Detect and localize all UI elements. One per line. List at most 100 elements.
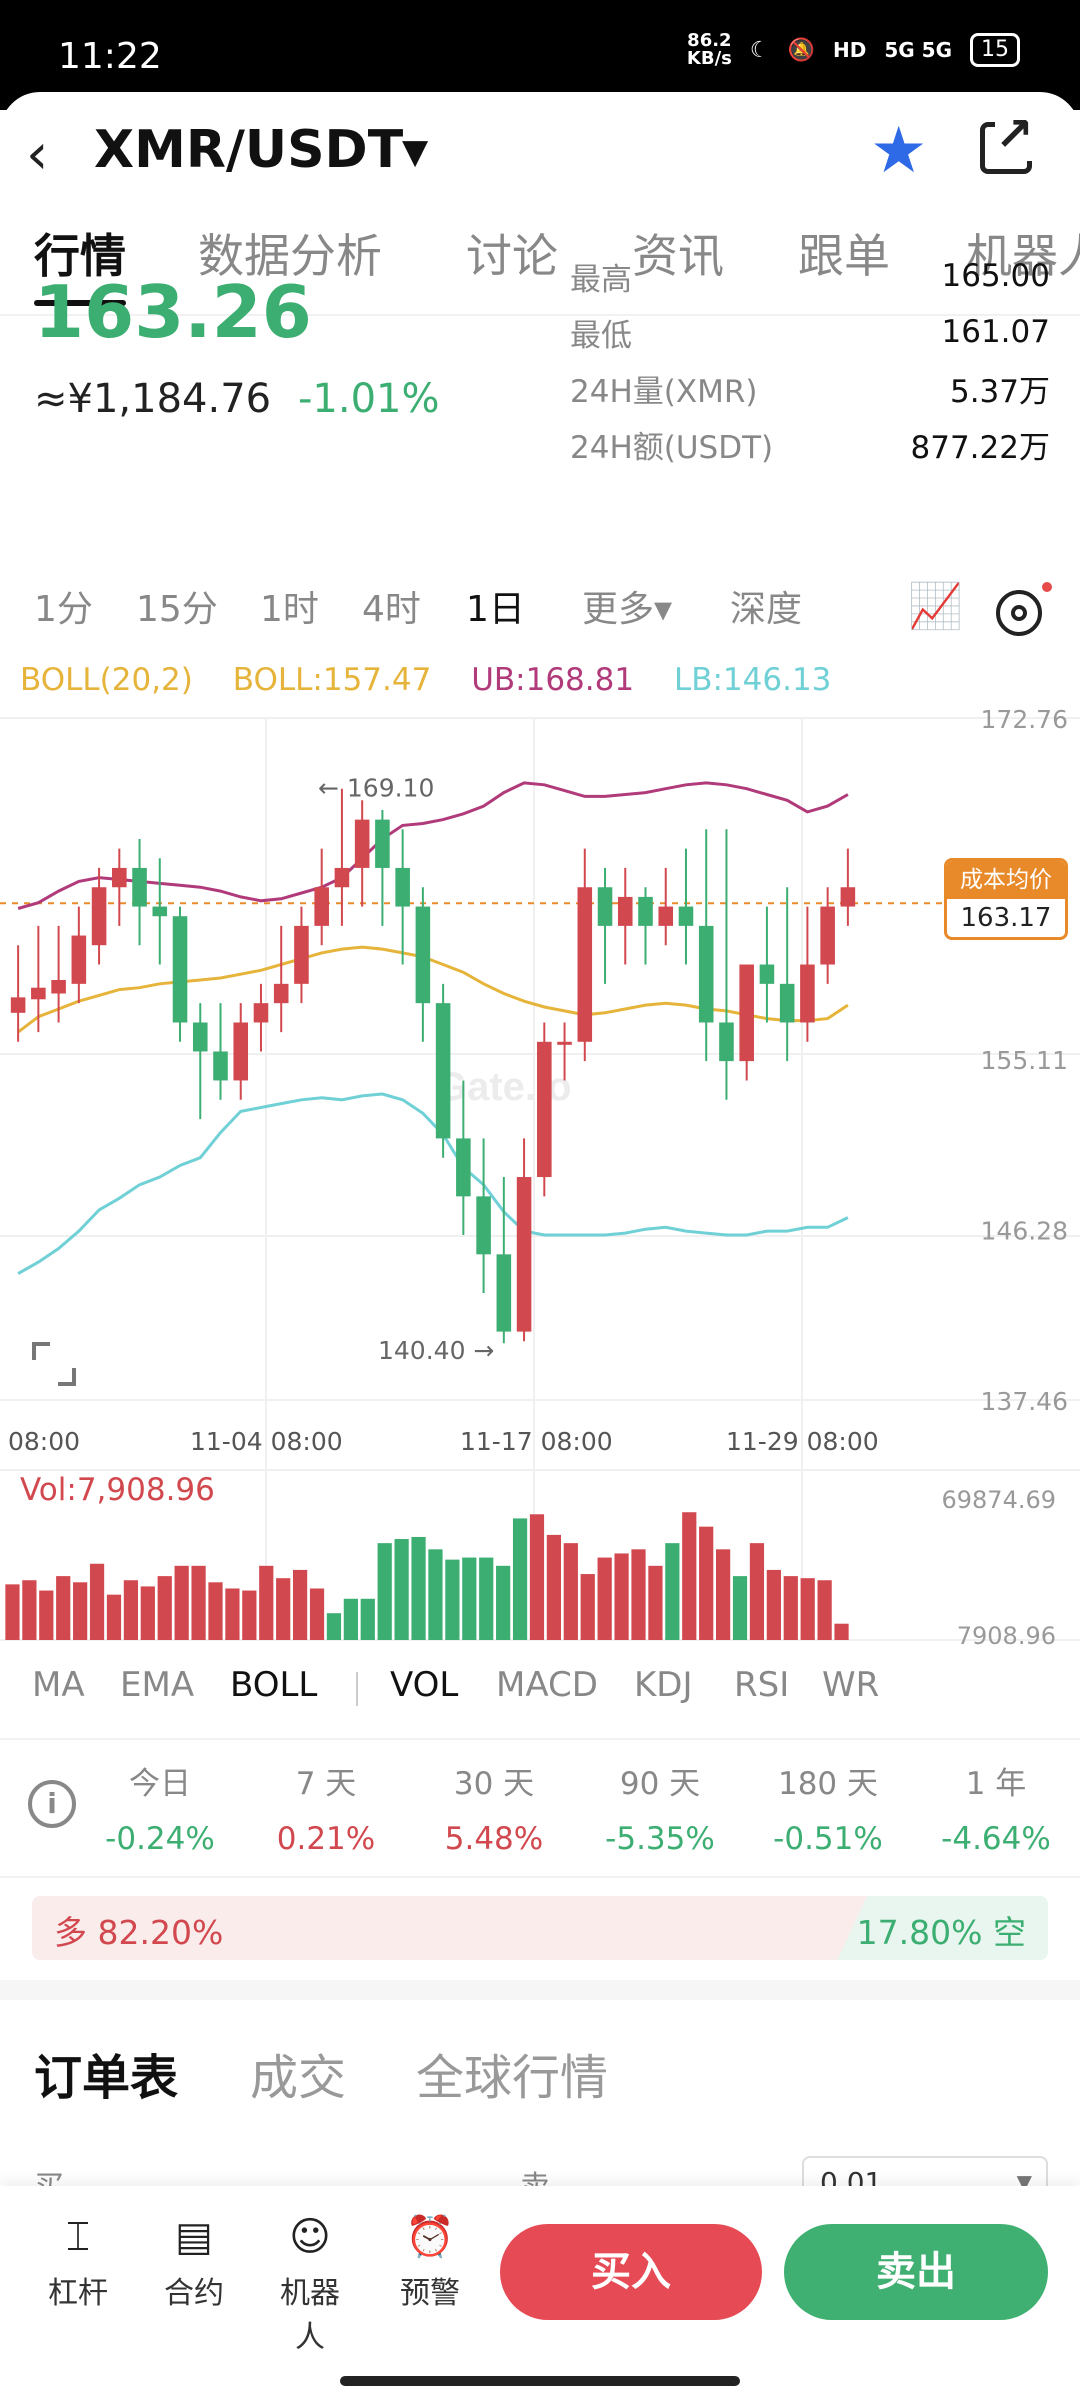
- tab-robot[interactable]: 机器人: [966, 229, 1080, 283]
- tab-news[interactable]: 资讯: [632, 229, 724, 283]
- interval-15m[interactable]: 15分: [136, 589, 218, 630]
- volume-bar-down: [343, 1598, 358, 1640]
- candle-down: [698, 925, 714, 1023]
- indicator-kdj[interactable]: KDJ: [634, 1665, 693, 1705]
- info-icon[interactable]: i: [28, 1780, 76, 1828]
- contract-icon: ▤: [175, 2214, 213, 2260]
- indicator-boll[interactable]: BOLL: [230, 1665, 318, 1705]
- sell-button[interactable]: 卖出: [784, 2224, 1048, 2320]
- tab-global-market[interactable]: 全球行情: [416, 2050, 609, 2106]
- high-annotation: ← 169.10: [318, 774, 434, 803]
- pair-dropdown-icon[interactable]: ▼: [402, 132, 429, 172]
- candle-up: [658, 906, 674, 926]
- candle-down: [172, 916, 188, 1023]
- candle-up: [314, 887, 329, 926]
- volume-bar-down: [411, 1536, 426, 1640]
- interval-more[interactable]: 更多▾: [582, 589, 673, 630]
- candle-up: [71, 935, 87, 984]
- cost-average-value: 163.17: [960, 903, 1052, 933]
- volume-bar-down: [445, 1559, 460, 1640]
- indicator-ma[interactable]: MA: [32, 1665, 85, 1705]
- back-arrow-icon[interactable]: ‹: [26, 122, 49, 187]
- bottom-action-bar: ⌶ 杠杆 ▤ 合约 ☺ 机器人 ⏰ 预警 买入 卖出: [0, 2186, 1080, 2400]
- nav-leverage[interactable]: ⌶ 杠杆: [38, 2212, 118, 2312]
- status-time: 11:22: [58, 36, 162, 77]
- volume-bar-up: [614, 1553, 629, 1640]
- y-tick-label: 137.46: [981, 1387, 1068, 1416]
- tab-order-book[interactable]: 订单表: [34, 2050, 179, 2106]
- interval-1d[interactable]: 1日: [466, 589, 525, 630]
- volume-min-label: 7908.96: [957, 1622, 1056, 1650]
- volume-bar-down: [394, 1539, 409, 1640]
- performance-row: i 今日 -0.24% 7 天 0.21% 30 天 5.48% 90 天 -5.35%…: [0, 1738, 1080, 1878]
- boll-param: BOLL(20,2): [20, 662, 193, 698]
- candle-down: [496, 1254, 512, 1332]
- hd-icon: HD: [833, 38, 867, 62]
- tab-discussion[interactable]: 讨论: [466, 229, 558, 283]
- candle-up: [253, 1003, 269, 1023]
- indicator-ema[interactable]: EMA: [120, 1665, 195, 1705]
- volume-bar-up: [73, 1582, 88, 1640]
- tab-trades[interactable]: 成交: [250, 2050, 347, 2106]
- volume-bar-up: [106, 1594, 122, 1640]
- interval-4h[interactable]: 4时: [362, 589, 421, 630]
- last-price: 163.26: [34, 270, 312, 354]
- candle-up: [334, 867, 350, 888]
- depth-tab[interactable]: 深度: [730, 589, 803, 630]
- volume-bar-up: [749, 1543, 765, 1640]
- volume-bar-up: [89, 1563, 105, 1640]
- tab-copy-trading[interactable]: 跟单: [798, 229, 890, 283]
- candle-up: [91, 887, 107, 946]
- tab-data-analysis[interactable]: 数据分析: [198, 229, 382, 283]
- indicator-vol[interactable]: VOL: [390, 1665, 459, 1705]
- x-tick-label: 11-04 08:00: [190, 1427, 343, 1456]
- leverage-icon: ⌶: [66, 2214, 90, 2260]
- indicator-wr[interactable]: WR: [822, 1665, 880, 1705]
- interval-1h[interactable]: 1时: [260, 589, 319, 630]
- indicator-macd[interactable]: MACD: [496, 1665, 598, 1705]
- nav-contract[interactable]: ▤ 合约: [154, 2212, 234, 2312]
- alarm-icon: ⏰: [405, 2214, 455, 2260]
- boll-ub-value: UB:168.81: [471, 662, 635, 698]
- candle-up: [577, 887, 593, 1042]
- volume-bar-down: [732, 1576, 748, 1640]
- mute-bell-icon: 🔕: [787, 37, 816, 63]
- volume-bar-up: [22, 1580, 37, 1640]
- candle-down: [719, 1022, 734, 1062]
- interval-1m[interactable]: 1分: [34, 589, 93, 630]
- perf-7d: 7 天 0.21%: [276, 1766, 376, 1857]
- perf-30d: 30 天 5.48%: [444, 1766, 544, 1857]
- home-indicator[interactable]: [340, 2376, 740, 2386]
- perf-90d: 90 天 -5.35%: [605, 1766, 715, 1857]
- tab-market[interactable]: 行情: [34, 220, 126, 306]
- pair-title[interactable]: XMR/USDT: [94, 120, 404, 180]
- share-icon[interactable]: [980, 107, 1034, 174]
- volume-bar-up: [682, 1512, 697, 1640]
- volume-bar-down: [496, 1565, 511, 1640]
- volume-bar-up: [56, 1576, 71, 1640]
- indicator-chart-icon[interactable]: 📈: [908, 581, 963, 632]
- y-tick-label: 146.28: [981, 1217, 1068, 1246]
- candle-down: [476, 1196, 491, 1255]
- order-tabs: 订单表 成交 全球行情: [0, 2038, 1080, 2118]
- indicator-divider: [356, 1672, 358, 1706]
- candle-down: [678, 906, 694, 926]
- volume-bar-up: [140, 1586, 155, 1640]
- favorite-star-icon[interactable]: ★: [870, 114, 928, 188]
- volume-bar-down: [462, 1557, 477, 1640]
- indicator-rsi[interactable]: RSI: [734, 1665, 790, 1705]
- buy-button[interactable]: 买入: [500, 2224, 762, 2320]
- volume-bar-up: [834, 1623, 849, 1640]
- stat-low: 最低 161.07: [570, 314, 1050, 354]
- volume-bar-up: [225, 1588, 240, 1640]
- nav-robot[interactable]: ☺ 机器人: [270, 2212, 350, 2356]
- fullscreen-icon[interactable]: [32, 1342, 76, 1386]
- chart-settings-icon[interactable]: [996, 590, 1042, 636]
- volume-bar-up: [546, 1534, 562, 1640]
- candle-up: [31, 987, 46, 1000]
- nav-alarm[interactable]: ⏰ 预警: [390, 2212, 470, 2312]
- boll-legend: BOLL(20,2) BOLL:157.47 UB:168.81 LB:146.…: [20, 662, 861, 698]
- status-icons: 86.2 KB/s ☾ 🔕 HD 5G 5G 15: [687, 32, 1020, 68]
- candle-up: [10, 997, 26, 1013]
